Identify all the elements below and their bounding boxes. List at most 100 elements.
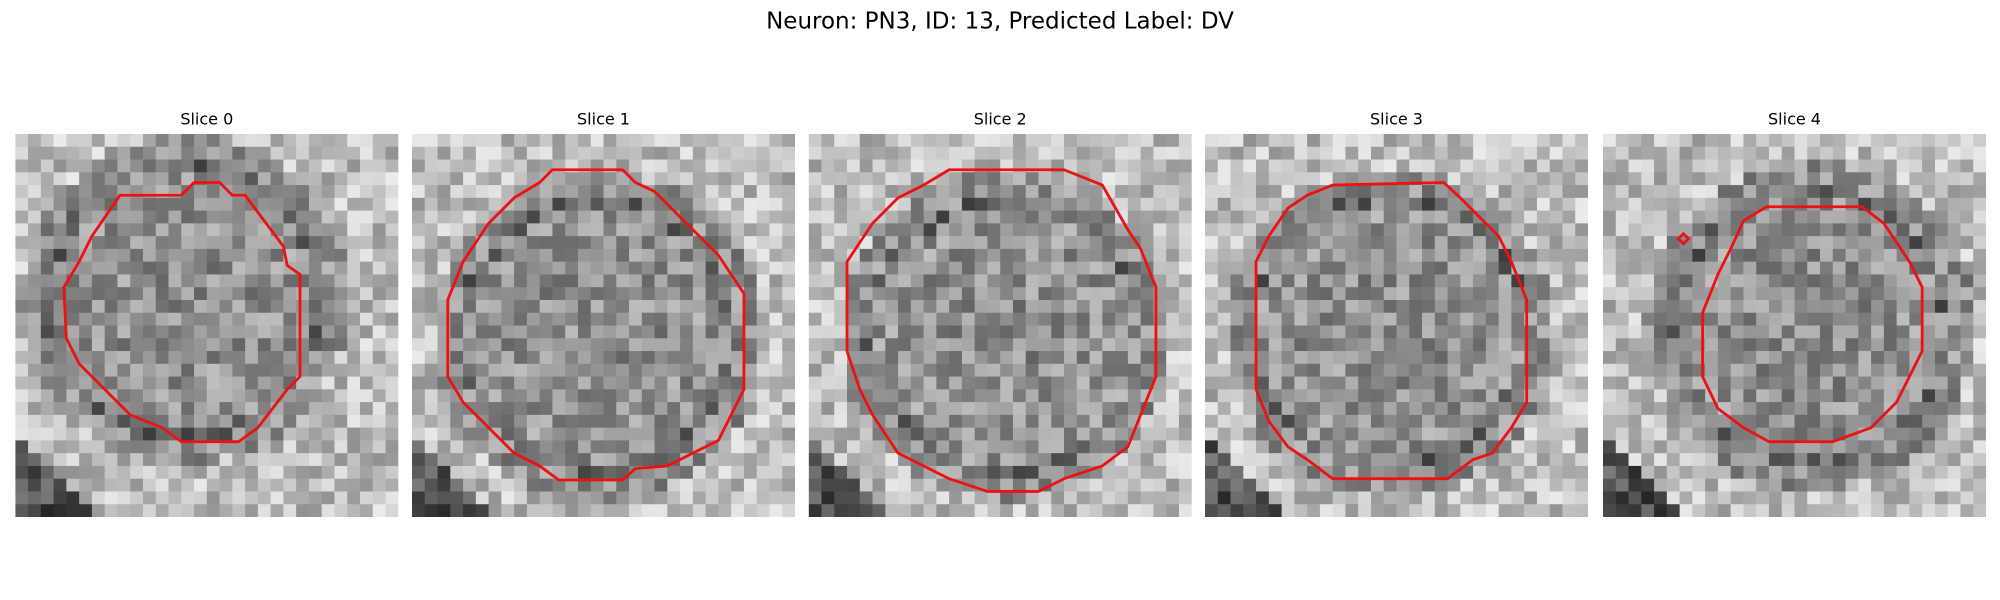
pixel	[130, 172, 144, 186]
pixel	[1358, 402, 1372, 416]
pixel	[1781, 248, 1796, 263]
pixel	[1319, 414, 1334, 429]
pixel	[1615, 185, 1630, 199]
pixel	[488, 389, 502, 403]
pixel	[463, 223, 477, 237]
pixel	[1641, 185, 1655, 199]
pixel	[1345, 402, 1359, 416]
pixel	[1307, 427, 1321, 441]
pixel	[514, 248, 528, 263]
pixel	[1345, 465, 1359, 480]
pixel	[1396, 402, 1410, 416]
pixel	[334, 325, 348, 339]
pixel	[834, 236, 848, 250]
pixel	[1562, 248, 1576, 263]
pixel	[526, 146, 541, 161]
pixel	[898, 299, 912, 314]
pixel	[1447, 389, 1461, 403]
pixel	[834, 299, 848, 314]
pixel	[1281, 351, 1295, 365]
pixel	[1025, 236, 1040, 250]
pixel	[1307, 134, 1321, 148]
pixel	[475, 363, 490, 378]
pixel	[654, 338, 668, 352]
pixel	[1370, 299, 1385, 314]
pixel	[782, 363, 795, 378]
pixel	[372, 402, 387, 416]
pixel	[898, 402, 912, 416]
pixel	[1064, 363, 1078, 378]
pixel	[1575, 389, 1588, 403]
pixel	[1743, 287, 1757, 301]
pixel	[1730, 172, 1744, 186]
pixel	[1960, 414, 1974, 429]
pixel	[1076, 414, 1091, 429]
pixel	[539, 363, 553, 378]
pixel	[1832, 312, 1847, 327]
pixel	[1051, 134, 1065, 148]
pixel	[232, 465, 246, 480]
pixel	[1409, 491, 1423, 505]
pixel	[1832, 287, 1847, 301]
pixel	[91, 478, 106, 492]
pixel	[731, 504, 745, 517]
pixel	[731, 223, 745, 237]
pixel	[1536, 504, 1551, 517]
pixel	[334, 389, 348, 403]
pixel	[872, 261, 886, 275]
pixel	[590, 440, 605, 454]
pixel	[155, 274, 170, 288]
pixel	[28, 376, 42, 390]
pixel	[1332, 146, 1346, 161]
pixel	[1871, 299, 1885, 314]
pixel	[565, 274, 579, 288]
pixel	[1730, 287, 1744, 301]
pixel	[821, 414, 835, 429]
pixel	[641, 146, 656, 161]
pixel	[1922, 402, 1936, 416]
pixel	[1666, 504, 1681, 517]
pixel	[232, 338, 246, 352]
pixel	[1281, 414, 1295, 429]
pixel	[1498, 299, 1512, 314]
pixel	[91, 185, 106, 199]
pixel	[782, 453, 795, 467]
pixel	[1256, 504, 1270, 517]
pixel	[1768, 363, 1783, 378]
pixel	[91, 146, 106, 161]
pixel	[1781, 159, 1796, 173]
pixel	[1345, 172, 1359, 186]
pixel	[1628, 312, 1642, 327]
pixel	[756, 248, 770, 263]
pixel	[821, 465, 835, 480]
pixel	[1396, 312, 1410, 327]
pixel	[206, 414, 221, 429]
pixel	[488, 172, 502, 186]
pixel	[1871, 376, 1885, 390]
pixel	[641, 414, 656, 429]
pixel	[1575, 299, 1588, 314]
pixel	[1038, 376, 1052, 390]
pixel	[1268, 363, 1283, 378]
pixel	[424, 159, 439, 173]
pixel	[514, 236, 528, 250]
pixel	[1434, 351, 1449, 365]
pixel	[743, 338, 758, 352]
pixel	[526, 287, 541, 301]
pixel	[53, 210, 67, 224]
pixel	[1717, 134, 1732, 148]
pixel	[1832, 389, 1847, 403]
pixel	[28, 223, 42, 237]
pixel	[514, 478, 528, 492]
pixel	[1102, 402, 1116, 416]
pixel	[1051, 491, 1065, 505]
pixel	[834, 325, 848, 339]
pixel	[1345, 197, 1359, 212]
pixel	[616, 287, 630, 301]
pixel	[321, 159, 335, 173]
pixel	[1051, 414, 1065, 429]
pixel	[1883, 312, 1898, 327]
pixel	[1654, 427, 1668, 441]
pixel	[1230, 197, 1244, 212]
pixel	[1434, 389, 1449, 403]
